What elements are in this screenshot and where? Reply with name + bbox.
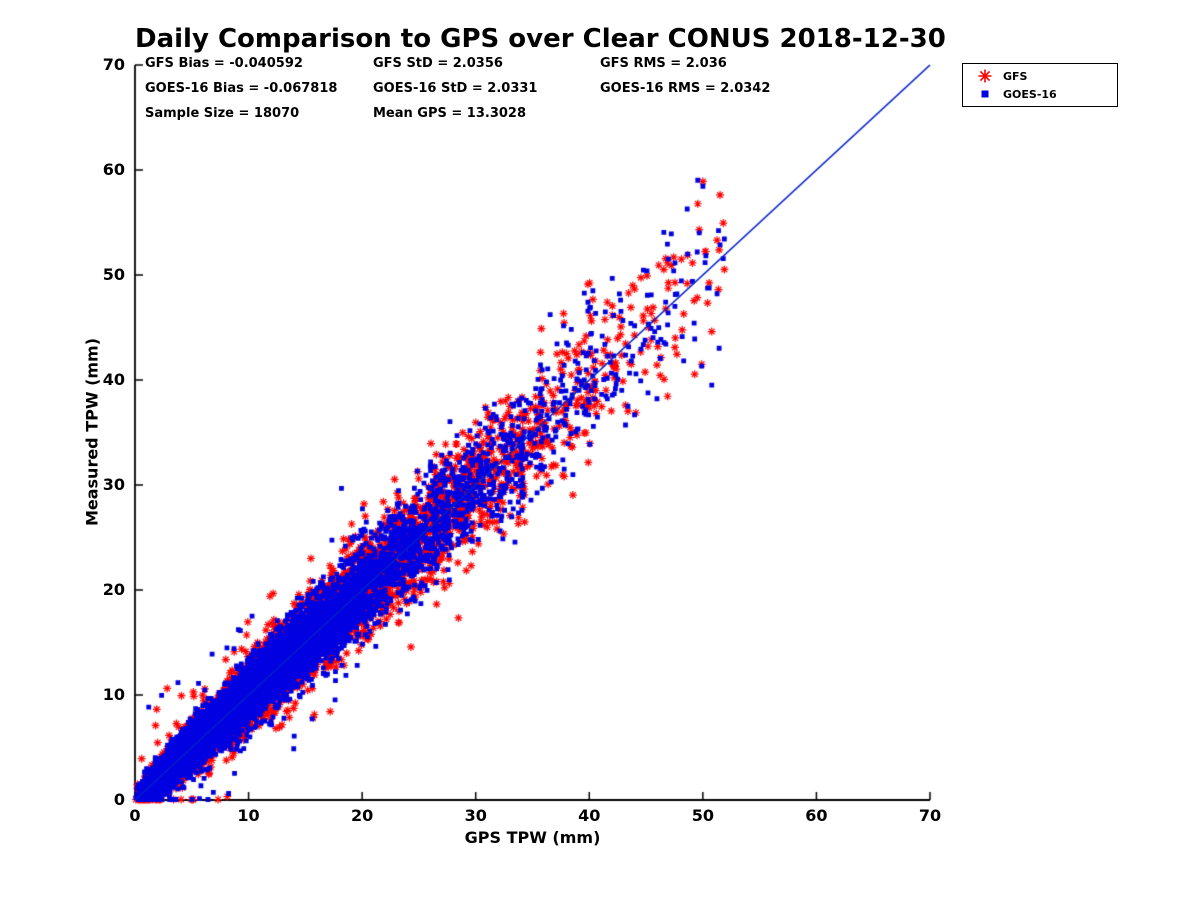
x-axis-label: GPS TPW (mm) (464, 828, 601, 847)
legend-item-goes16: GOES-16 (963, 86, 1117, 102)
y-tick-label: 60 (102, 160, 125, 179)
y-tick-label: 40 (102, 370, 125, 389)
stat-sample-size: Sample Size = 18070 (145, 106, 300, 121)
stat-gfs-rms: GFS RMS = 2.036 (600, 56, 727, 71)
stat-goes-std: GOES-16 StD = 2.0331 (373, 81, 538, 96)
legend: GFS GOES-16 (962, 63, 1118, 107)
stat-mean-gps: Mean GPS = 13.3028 (373, 106, 527, 121)
x-tick-label: 10 (237, 806, 260, 825)
y-tick-label: 10 (102, 685, 125, 704)
y-tick-label: 0 (113, 790, 125, 809)
x-tick-label: 50 (691, 806, 714, 825)
x-tick-label: 30 (464, 806, 487, 825)
asterisk-icon (978, 69, 992, 83)
stat-gfs-bias: GFS Bias = -0.040592 (145, 56, 303, 71)
x-tick-label: 60 (805, 806, 828, 825)
x-tick-label: 70 (918, 806, 942, 825)
y-tick-label: 20 (102, 580, 125, 599)
stat-goes-bias: GOES-16 Bias = -0.067818 (145, 81, 338, 96)
legend-item-gfs: GFS (963, 68, 1117, 84)
y-tick-label: 30 (102, 475, 125, 494)
y-tick-label: 70 (102, 55, 125, 74)
y-tick-label: 50 (102, 265, 125, 284)
x-tick-label: 20 (351, 806, 374, 825)
legend-label-goes16: GOES-16 (1003, 87, 1057, 101)
x-tick-label: 40 (578, 806, 601, 825)
square-icon (981, 90, 989, 98)
y-axis-label: Measured TPW (mm) (82, 337, 102, 527)
chart-title: Daily Comparison to GPS over Clear CONUS… (135, 24, 946, 54)
stat-gfs-std: GFS StD = 2.0356 (373, 56, 503, 71)
stat-goes-rms: GOES-16 RMS = 2.0342 (600, 81, 771, 96)
legend-label-gfs: GFS (1003, 69, 1028, 83)
x-tick-label: 0 (129, 806, 141, 825)
